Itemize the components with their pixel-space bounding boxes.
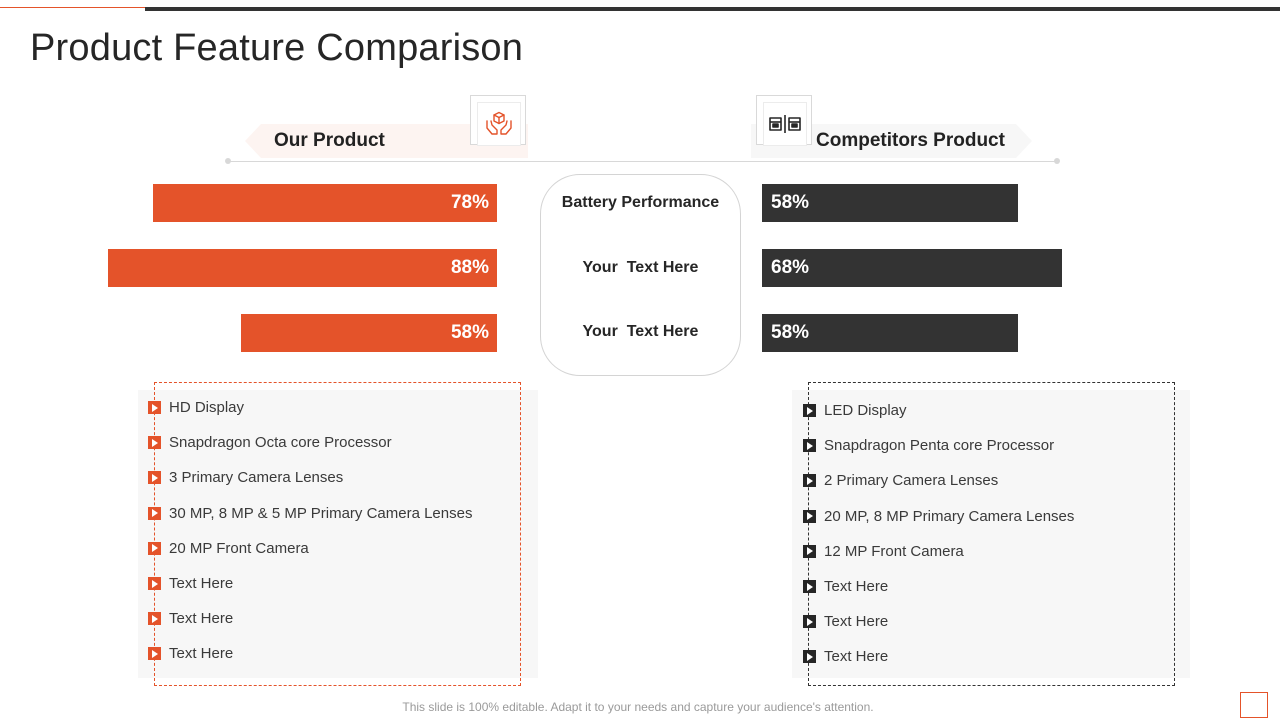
our-product-icon-frame [470, 95, 526, 146]
competitor-feature-item: Text Here [803, 648, 888, 665]
competitor-feature-text: Text Here [824, 613, 889, 631]
competitor-bar-value: 58% [771, 322, 810, 343]
competitor-feature-text: Text Here [824, 578, 889, 595]
competitor-feature-item: Text Here [803, 578, 888, 595]
play-bullet-icon [803, 544, 816, 558]
play-bullet-icon [803, 580, 816, 593]
competitor-features-frame [808, 382, 1175, 686]
play-bullet-icon [148, 647, 161, 661]
hands-box-icon [477, 102, 521, 146]
our-feature-item: Text Here [148, 610, 233, 627]
our-feature-item: HD Display [148, 399, 244, 416]
play-bullet-icon [803, 615, 816, 629]
divider-dot-right [1054, 158, 1060, 164]
play-bullet-icon [803, 650, 816, 664]
competitor-feature-text: Text Here [824, 648, 889, 666]
our-feature-item: Text Here [148, 645, 233, 662]
our-feature-item: Snapdragon Octa core Processor [148, 434, 392, 451]
slide-title: Product Feature Comparison [30, 27, 524, 69]
slide-corner-marker [1240, 692, 1268, 718]
our-feature-item: Text Here [148, 575, 233, 592]
our-features-panel [138, 390, 538, 678]
competitor-feature-text: Snapdragon Penta core Processor [824, 437, 1055, 455]
play-bullet-icon [148, 541, 161, 555]
competitor-feature-text: 20 MP, 8 MP Primary Camera Lenses [824, 507, 1075, 525]
our-feature-item: 20 MP Front Camera [148, 540, 309, 557]
our-bar-battery: 78% [153, 184, 497, 222]
our-bar-value: 58% [450, 322, 489, 343]
competitor-feature-item: 2 Primary Camera Lenses [803, 472, 998, 489]
competitor-feature-item: Snapdragon Penta core Processor [803, 437, 1054, 454]
competitor-bar-row-2: 68% [762, 249, 1062, 287]
criteria-label-row-2: Your Text Here [582, 259, 699, 276]
play-bullet-icon [148, 577, 161, 590]
our-product-label: Our Product [274, 130, 385, 151]
top-dark-line [145, 7, 1280, 11]
competitor-feature-item: 20 MP, 8 MP Primary Camera Lenses [803, 508, 1074, 525]
competitors-icon-frame [756, 95, 812, 146]
competitors-product-label: Competitors Product [816, 130, 1005, 151]
our-bar-value: 78% [450, 192, 489, 213]
competitor-feature-text: 2 Primary Camera Lenses [824, 472, 999, 490]
competitor-bar-value: 58% [771, 192, 810, 213]
play-bullet-icon [803, 439, 816, 453]
play-bullet-icon [148, 436, 161, 450]
our-feature-item: 30 MP, 8 MP & 5 MP Primary Camera Lenses [148, 505, 472, 522]
criteria-label-battery: Battery Performance [561, 194, 720, 211]
criteria-label-row-3: Your Text Here [582, 323, 699, 340]
our-feature-text: Text Here [169, 645, 234, 663]
our-bar-row-3: 58% [241, 314, 497, 352]
slide-footer-note: This slide is 100% editable. Adapt it to… [402, 700, 874, 714]
our-feature-text: HD Display [169, 399, 245, 416]
our-feature-text: Text Here [169, 575, 234, 592]
play-bullet-icon [148, 401, 161, 414]
play-bullet-icon [803, 474, 816, 488]
our-bar-row-2: 88% [108, 249, 497, 287]
header-divider [228, 161, 1058, 162]
play-bullet-icon [148, 471, 161, 485]
competitor-bar-value: 68% [771, 257, 810, 278]
our-features-frame [154, 382, 521, 686]
competitor-features-panel [792, 390, 1190, 678]
play-bullet-icon [803, 509, 816, 523]
divider-dot-left [225, 158, 231, 164]
competitor-bar-row-3: 58% [762, 314, 1018, 352]
our-feature-text: Snapdragon Octa core Processor [169, 434, 392, 452]
product-compare-icon [763, 102, 807, 146]
our-bar-value: 88% [450, 257, 489, 278]
play-bullet-icon [803, 404, 816, 417]
competitor-feature-item: 12 MP Front Camera [803, 543, 964, 560]
our-feature-item: 3 Primary Camera Lenses [148, 469, 343, 486]
our-feature-text: 3 Primary Camera Lenses [169, 469, 344, 487]
competitor-feature-text: LED Display [824, 402, 907, 419]
competitor-feature-text: 12 MP Front Camera [824, 542, 964, 560]
competitor-feature-item: LED Display [803, 402, 907, 419]
our-feature-text: 30 MP, 8 MP & 5 MP Primary Camera Lenses [169, 504, 473, 522]
competitor-bar-battery: 58% [762, 184, 1018, 222]
play-bullet-icon [148, 612, 161, 626]
play-bullet-icon [148, 506, 161, 520]
criteria-box [540, 174, 741, 376]
top-accent-line [0, 7, 145, 8]
our-feature-text: 20 MP Front Camera [169, 539, 309, 557]
our-feature-text: Text Here [169, 610, 234, 628]
competitor-feature-item: Text Here [803, 613, 888, 630]
